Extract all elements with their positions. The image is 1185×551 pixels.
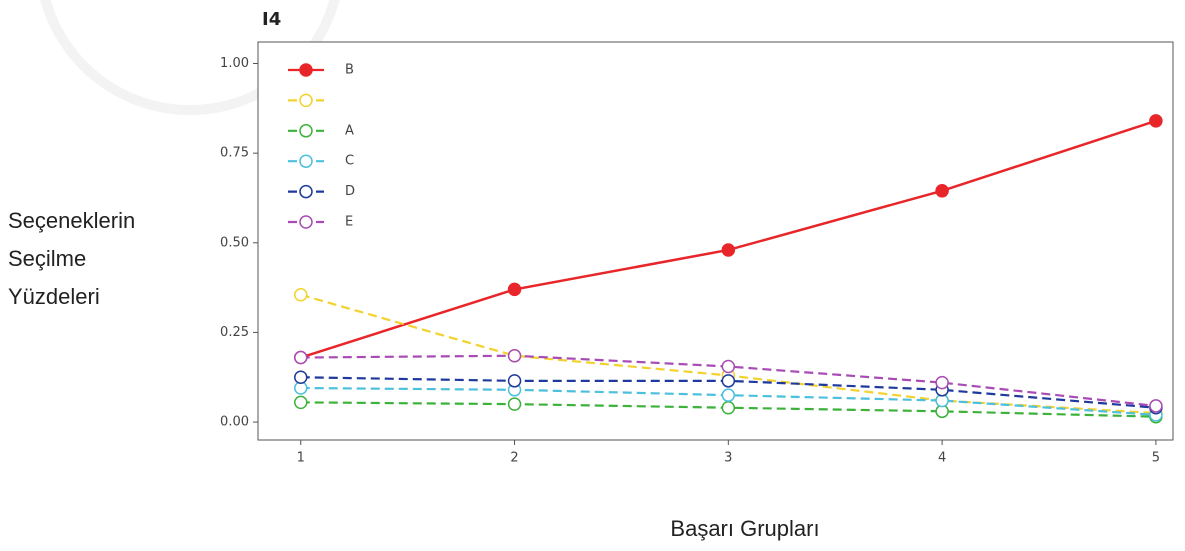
legend-marker — [299, 63, 313, 77]
y-axis-label: Yüzdeleri — [8, 284, 100, 309]
data-point — [294, 350, 308, 365]
y-tick-label: 1.00 — [220, 56, 249, 71]
data-point — [721, 243, 736, 257]
data-point — [935, 184, 949, 198]
x-tick-label: 1 — [297, 451, 305, 466]
x-tick-label: 3 — [724, 451, 732, 466]
data-point — [1149, 399, 1163, 413]
data-point — [935, 375, 949, 390]
data-point — [507, 374, 522, 388]
y-tick-label: 0.50 — [220, 235, 249, 250]
legend-label: E — [345, 215, 353, 230]
legend-marker — [299, 215, 313, 229]
data-point — [1149, 114, 1163, 128]
data-point — [507, 397, 522, 411]
legend-label: A — [345, 123, 354, 138]
data-point — [721, 388, 736, 402]
x-tick-label: 2 — [510, 451, 518, 466]
y-tick-label: 0.00 — [220, 415, 249, 430]
data-point — [294, 288, 308, 302]
x-tick-label: 4 — [938, 451, 946, 466]
legend-marker — [299, 184, 313, 199]
data-point — [721, 359, 736, 374]
x-axis-label: Başarı Grupları — [670, 516, 819, 541]
chart-title: I4 — [262, 9, 281, 30]
data-point — [721, 400, 736, 415]
legend-label: C — [345, 154, 354, 169]
data-point — [294, 395, 308, 410]
data-point — [294, 370, 308, 385]
x-tick-label: 5 — [1152, 451, 1160, 466]
legend-label: D — [345, 184, 355, 199]
y-tick-label: 0.75 — [220, 146, 249, 161]
watermark — [40, 0, 340, 115]
legend-marker — [299, 154, 313, 168]
y-axis-label: Seçilme — [8, 246, 86, 271]
y-tick-label: 0.25 — [220, 325, 249, 340]
legend-marker — [299, 124, 313, 138]
data-point — [721, 374, 736, 388]
data-point — [507, 282, 522, 297]
legend-label: B — [345, 63, 354, 78]
data-point — [507, 348, 522, 363]
legend-marker — [299, 93, 313, 108]
y-axis-label: Seçeneklerin — [8, 208, 135, 233]
